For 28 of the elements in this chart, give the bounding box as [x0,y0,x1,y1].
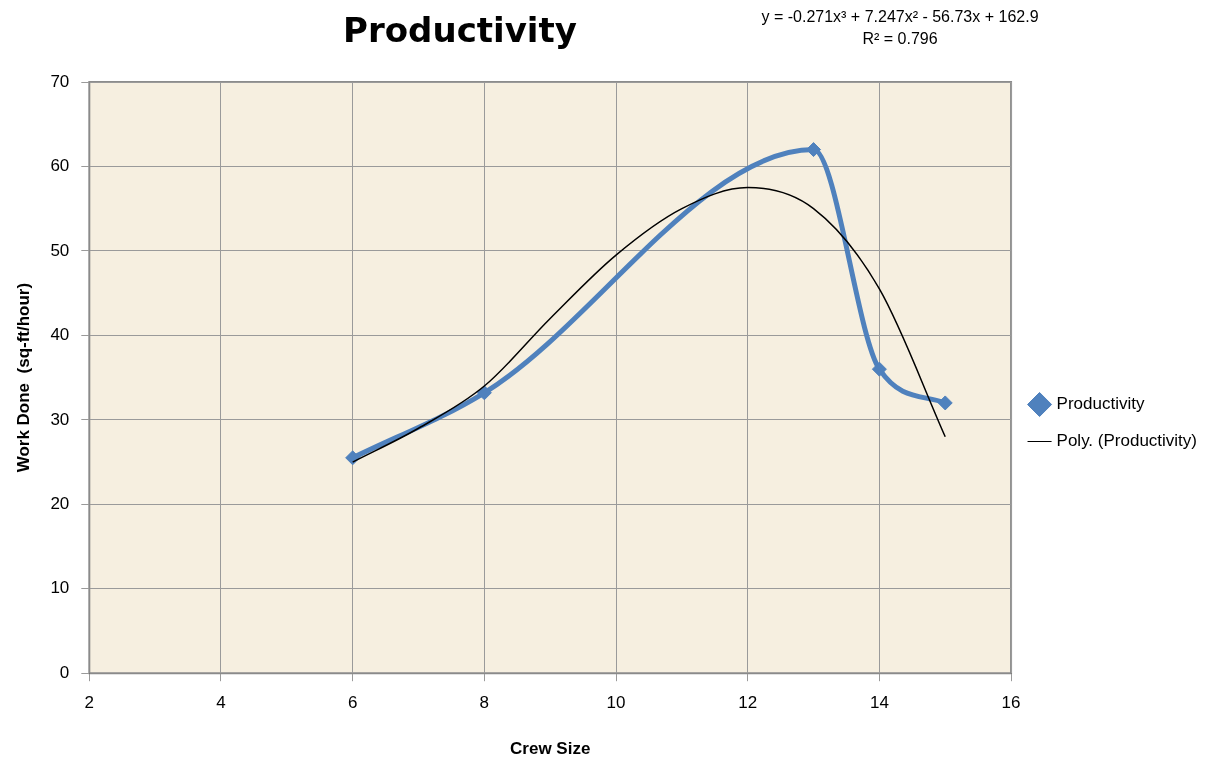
y-tick-label: 20 [50,493,70,513]
y-tick-label: 10 [50,578,70,598]
x-tick-label: 6 [347,693,358,713]
x-tick-label: 10 [606,693,626,713]
y-tick-label: 60 [50,156,70,176]
legend-label: Productivity [1056,394,1145,414]
point [476,385,492,401]
x-tick-label: 8 [479,693,490,713]
y-tick-label: 70 [50,71,70,91]
text: y = -0.271x³ + 7.247x² - 56.73x + 162.9 [760,7,1040,27]
x-tick-label: 4 [216,693,226,713]
point [345,450,361,466]
x-tick-label: 14 [869,693,889,713]
x-tick-label: 12 [738,693,758,713]
point [806,142,822,158]
legend-label: Poly. (Productivity) [1056,431,1198,451]
x-axis-title: Crew Size [510,739,591,759]
y-tick-label: 40 [50,325,70,345]
point [937,395,953,411]
x-tick-label: 16 [1001,693,1021,713]
chart-title: Productivity [342,10,578,50]
x-tick-label: 2 [84,693,95,713]
y-tick-label: 50 [50,240,70,260]
y-tick-label: 0 [59,662,70,682]
y-axis-title: Work Done (sq-ft/hour) [13,282,33,473]
point [871,361,887,377]
text: R² = 0.796 [861,29,939,49]
y-tick-label: 30 [50,409,70,429]
